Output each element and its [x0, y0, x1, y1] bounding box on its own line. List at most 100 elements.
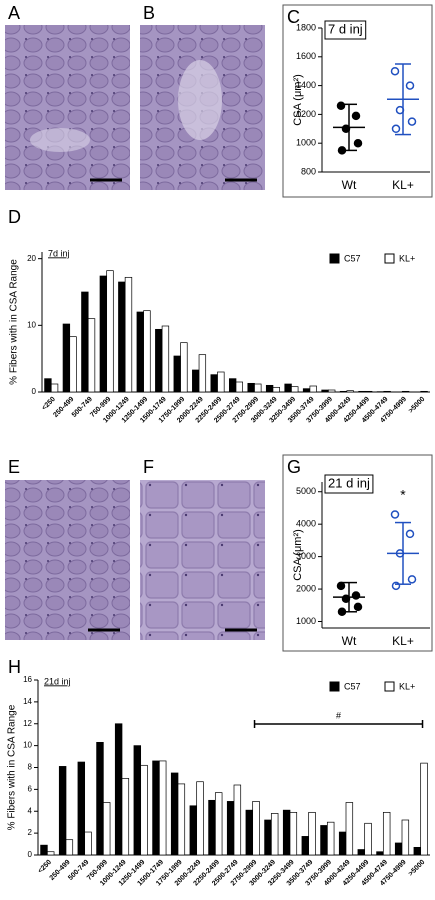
bar — [420, 390, 428, 393]
bar — [358, 390, 366, 393]
data-point — [351, 111, 361, 121]
bar — [233, 784, 242, 856]
annotation: * — [400, 487, 406, 503]
bar — [272, 386, 280, 393]
bar — [77, 761, 86, 856]
bar — [173, 355, 181, 393]
y-tick-label: 3000 — [296, 551, 316, 561]
bar — [376, 851, 384, 856]
bar — [87, 318, 96, 393]
legend-swatch — [384, 681, 395, 692]
bar — [364, 822, 372, 856]
bar — [328, 389, 336, 393]
panel-label: H — [8, 657, 21, 677]
chart-title: 21d inj — [44, 676, 71, 686]
panel-label: G — [287, 457, 301, 477]
data-point — [353, 602, 363, 612]
bar — [140, 764, 148, 856]
y-axis-label: CSA (μm²) — [292, 74, 304, 126]
micrographs — [5, 4, 433, 652]
bar — [401, 390, 410, 393]
bar — [133, 745, 142, 856]
bar — [217, 371, 225, 393]
x-tick-label: KL+ — [392, 178, 414, 192]
bar — [50, 383, 59, 393]
bar — [401, 819, 410, 856]
bar — [338, 831, 347, 856]
bar — [320, 825, 328, 856]
legend-label: C57 — [344, 253, 361, 263]
y-tick-label: 14 — [23, 697, 32, 706]
bar — [155, 328, 163, 393]
data-point — [353, 138, 363, 148]
micrograph-f — [140, 480, 265, 640]
bar — [284, 383, 292, 393]
bar — [394, 842, 403, 856]
bar — [345, 802, 354, 856]
bar — [192, 369, 200, 393]
bar — [136, 311, 144, 393]
bar — [264, 819, 272, 856]
title-box — [324, 474, 374, 494]
y-tick-label: 1400 — [296, 80, 316, 90]
y-tick-label: 8 — [28, 763, 33, 772]
y-tick-label: 10 — [27, 320, 36, 329]
bar — [210, 374, 218, 393]
bar — [308, 811, 316, 856]
bar — [382, 811, 391, 856]
bar — [321, 389, 329, 393]
bar — [413, 846, 422, 856]
x-tick-label: >5000 — [408, 859, 427, 878]
y-tick-label: 0 — [32, 387, 37, 396]
bar — [58, 766, 67, 856]
bar — [247, 382, 255, 393]
bar — [46, 851, 55, 856]
y-tick-label: 10 — [23, 741, 32, 750]
data-point — [405, 529, 415, 539]
chart-title: 7d inj — [48, 248, 70, 258]
data-point — [407, 117, 417, 126]
legend-swatch — [329, 253, 340, 264]
legend-label: KL+ — [399, 253, 415, 263]
bar — [252, 801, 260, 856]
bar — [420, 762, 428, 856]
panel-label: D — [8, 207, 21, 227]
y-tick-label: 12 — [23, 719, 32, 728]
micrograph-a — [5, 25, 130, 190]
panel-label: E — [8, 457, 20, 477]
chart-title: 21 d inj — [328, 475, 370, 490]
bar — [291, 386, 299, 393]
y-tick-label: 2 — [28, 828, 33, 837]
bar — [62, 323, 71, 393]
y-tick-label: 800 — [301, 166, 316, 176]
legend-swatch — [329, 681, 340, 692]
y-tick-label: 1800 — [296, 22, 316, 32]
data-point — [391, 581, 401, 591]
bar — [326, 821, 335, 856]
legend-swatch — [384, 253, 395, 264]
panel-frame — [282, 4, 433, 198]
bar — [96, 741, 104, 856]
tissue-gap — [30, 128, 90, 152]
bar — [302, 388, 311, 393]
bar — [121, 778, 130, 856]
bar — [40, 844, 48, 856]
bar — [214, 792, 223, 856]
data-point — [391, 124, 401, 134]
y-tick-label: 4000 — [296, 519, 316, 529]
bar — [301, 836, 310, 856]
bar — [270, 813, 279, 856]
x-tick-label: Wt — [342, 634, 357, 648]
bar — [189, 805, 198, 856]
x-tick-label: <250 — [41, 396, 57, 412]
bar — [84, 831, 92, 856]
bar — [346, 390, 354, 393]
x-tick-label: Wt — [342, 178, 357, 192]
bar — [289, 811, 298, 856]
y-tick-label: 5000 — [296, 486, 316, 496]
data-point — [390, 510, 400, 519]
bar — [282, 809, 291, 856]
panel-label: B — [143, 3, 155, 23]
y-tick-label: 20 — [27, 254, 36, 263]
